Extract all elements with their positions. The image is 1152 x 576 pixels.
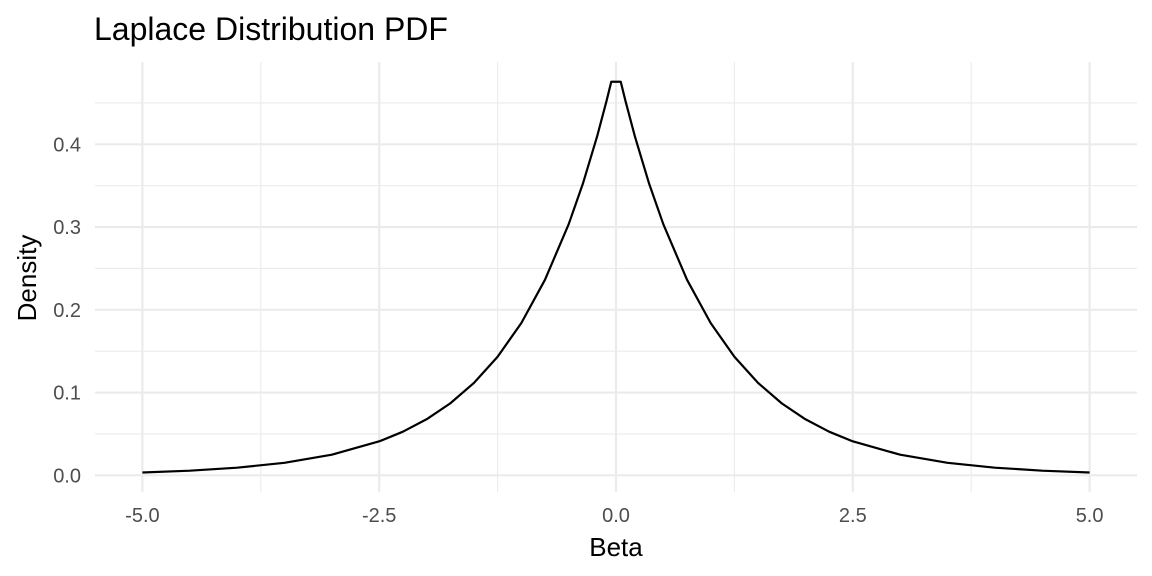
curve-layer <box>142 80 1090 474</box>
x-tick-label: 2.5 <box>839 505 867 527</box>
x-tick-label: -2.5 <box>362 505 396 527</box>
y-tick-label: 0.3 <box>53 217 81 239</box>
grid <box>95 62 1137 492</box>
x-tick-label: -5.0 <box>125 505 159 527</box>
x-axis-ticks: -5.0 -2.5 0.0 2.5 5.0 <box>125 505 1103 527</box>
y-axis-title: Density <box>12 235 42 322</box>
y-tick-label: 0.2 <box>53 300 81 322</box>
y-axis-ticks: 0.0 0.1 0.2 0.3 0.4 <box>53 134 81 487</box>
y-tick-label: 0.4 <box>53 134 81 156</box>
y-tick-label: 0.1 <box>53 383 81 405</box>
x-tick-label: 5.0 <box>1076 505 1104 527</box>
x-axis-title: Beta <box>589 532 643 562</box>
y-tick-label: 0.0 <box>53 465 81 487</box>
x-tick-label: 0.0 <box>602 505 630 527</box>
density-curve <box>142 80 1090 474</box>
chart-title: Laplace Distribution PDF <box>94 11 448 47</box>
